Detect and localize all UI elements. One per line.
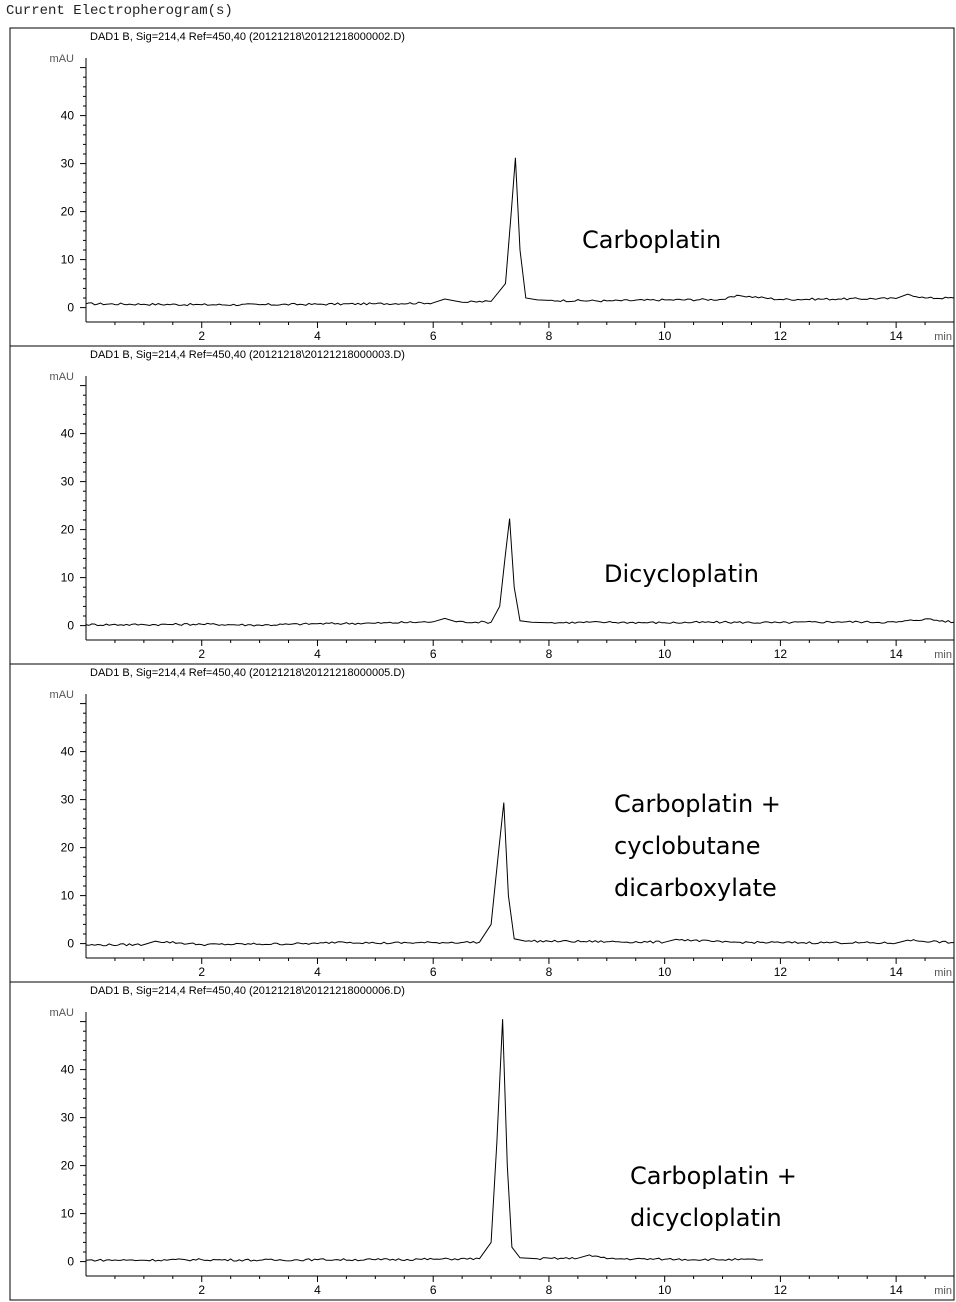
y-tick-label: 0 [67, 937, 74, 951]
x-tick-label: 10 [658, 965, 672, 979]
y-tick-label: 20 [61, 841, 75, 855]
x-tick-label: 4 [314, 647, 321, 661]
y-axis-label: mAU [50, 53, 75, 65]
x-axis-label: min [934, 331, 952, 343]
x-tick-label: 8 [546, 329, 553, 343]
x-tick-label: 2 [198, 965, 205, 979]
y-tick-label: 10 [61, 571, 75, 585]
x-tick-label: 14 [889, 1283, 903, 1297]
y-tick-label: 40 [61, 745, 75, 759]
panel-frame [9, 981, 955, 1301]
y-tick-label: 30 [61, 1111, 75, 1125]
chart-panel-4: DAD1 B, Sig=214,4 Ref=450,40 (20121218\2… [9, 981, 955, 1301]
peak-annotation: Carboplatin [582, 226, 721, 254]
x-axis-label: min [934, 1285, 952, 1297]
y-tick-label: 40 [61, 109, 75, 123]
x-tick-label: 12 [774, 329, 788, 343]
chart-header: DAD1 B, Sig=214,4 Ref=450,40 (20121218\2… [90, 667, 405, 679]
y-axis-label: mAU [50, 371, 75, 383]
x-tick-label: 6 [430, 329, 437, 343]
chart-header: DAD1 B, Sig=214,4 Ref=450,40 (20121218\2… [90, 349, 405, 361]
x-tick-label: 4 [314, 329, 321, 343]
x-tick-label: 8 [546, 965, 553, 979]
peak-annotation: Carboplatin + [630, 1162, 797, 1190]
page-title: Current Electropherogram(s) [6, 3, 233, 19]
y-tick-label: 30 [61, 475, 75, 489]
electropherogram-trace [85, 802, 954, 947]
panel-frame [9, 345, 955, 665]
x-tick-label: 12 [774, 647, 788, 661]
chart-panel-1: DAD1 B, Sig=214,4 Ref=450,40 (20121218\2… [9, 27, 955, 347]
chart-header: DAD1 B, Sig=214,4 Ref=450,40 (20121218\2… [90, 31, 405, 43]
x-tick-label: 14 [889, 329, 903, 343]
x-axis-label: min [934, 967, 952, 979]
y-tick-label: 40 [61, 427, 75, 441]
x-tick-label: 4 [314, 965, 321, 979]
peak-annotation: Dicycloplatin [604, 560, 759, 588]
electropherogram-trace [85, 518, 955, 627]
peak-annotation: cyclobutane [614, 832, 760, 860]
x-tick-label: 2 [198, 329, 205, 343]
panel-frame [9, 663, 955, 983]
x-tick-label: 14 [889, 965, 903, 979]
peak-annotation: dicarboxylate [614, 874, 777, 902]
electropherogram-trace [85, 1019, 764, 1262]
chart-panel-2: DAD1 B, Sig=214,4 Ref=450,40 (20121218\2… [9, 345, 955, 665]
y-axis-label: mAU [50, 689, 75, 701]
chart-header: DAD1 B, Sig=214,4 Ref=450,40 (20121218\2… [90, 985, 405, 997]
x-tick-label: 10 [658, 329, 672, 343]
y-tick-label: 20 [61, 523, 75, 537]
chart-panel-3: DAD1 B, Sig=214,4 Ref=450,40 (20121218\2… [9, 663, 955, 983]
x-tick-label: 12 [774, 965, 788, 979]
x-tick-label: 4 [314, 1283, 321, 1297]
x-tick-label: 6 [430, 965, 437, 979]
electropherogram-trace [85, 157, 955, 307]
x-tick-label: 2 [198, 647, 205, 661]
y-tick-label: 0 [67, 1255, 74, 1269]
x-tick-label: 6 [430, 647, 437, 661]
y-tick-label: 0 [67, 301, 74, 315]
x-tick-label: 8 [546, 1283, 553, 1297]
x-tick-label: 8 [546, 647, 553, 661]
x-tick-label: 2 [198, 1283, 205, 1297]
peak-annotation: dicycloplatin [630, 1204, 782, 1232]
y-tick-label: 10 [61, 253, 75, 267]
y-tick-label: 20 [61, 205, 75, 219]
y-tick-label: 40 [61, 1063, 75, 1077]
x-tick-label: 14 [889, 647, 903, 661]
x-tick-label: 10 [658, 647, 672, 661]
y-tick-label: 20 [61, 1159, 75, 1173]
y-tick-label: 10 [61, 889, 75, 903]
y-axis-label: mAU [50, 1007, 75, 1019]
y-tick-label: 30 [61, 157, 75, 171]
y-tick-label: 0 [67, 619, 74, 633]
x-tick-label: 6 [430, 1283, 437, 1297]
x-axis-label: min [934, 649, 952, 661]
y-tick-label: 30 [61, 793, 75, 807]
x-tick-label: 12 [774, 1283, 788, 1297]
x-tick-label: 10 [658, 1283, 672, 1297]
peak-annotation: Carboplatin + [614, 790, 781, 818]
y-tick-label: 10 [61, 1207, 75, 1221]
